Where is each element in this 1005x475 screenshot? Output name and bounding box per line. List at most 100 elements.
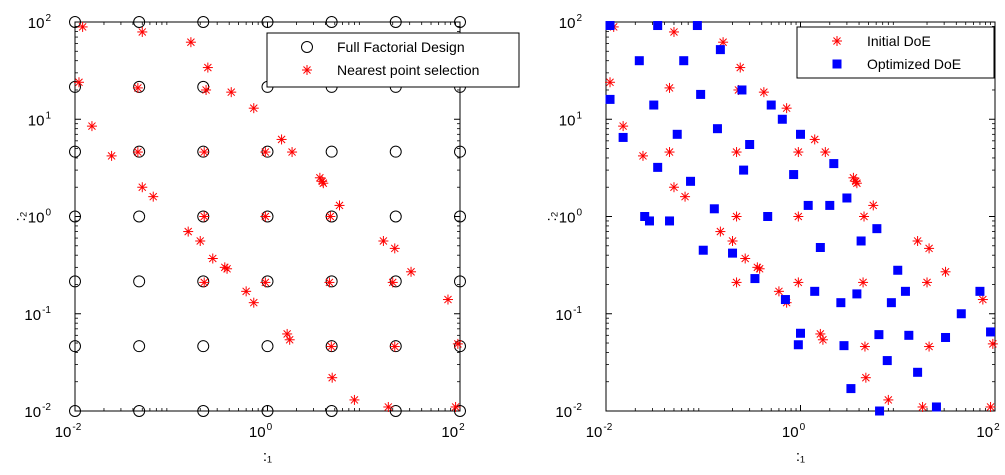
- data-point: [202, 62, 213, 73]
- data-point: [803, 200, 813, 210]
- x-tick-label: 100: [782, 422, 806, 441]
- data-point: [975, 286, 985, 296]
- data-point: [199, 211, 210, 222]
- data-point: [199, 147, 210, 158]
- data-point: [349, 394, 360, 405]
- data-point: [860, 372, 871, 383]
- data-point: [148, 191, 159, 202]
- data-point: [763, 212, 773, 221]
- data-point: [793, 211, 804, 222]
- data-point: [712, 124, 722, 134]
- y-tick-label: 10-1: [555, 305, 582, 324]
- data-point: [900, 286, 910, 296]
- data-point: [904, 330, 914, 340]
- data-point: [793, 147, 804, 158]
- data-point: [132, 147, 143, 158]
- legend-marker: [302, 65, 312, 75]
- data-point: [912, 235, 923, 246]
- data-point: [261, 275, 274, 288]
- data-point: [326, 341, 337, 352]
- y-tick-label: 101: [559, 110, 583, 129]
- data-point: [758, 87, 769, 98]
- data-point: [668, 182, 679, 193]
- data-point: [874, 330, 884, 340]
- data-point: [284, 334, 295, 345]
- data-point: [640, 212, 650, 221]
- data-point: [913, 367, 923, 377]
- data-point: [201, 84, 212, 95]
- data-point: [389, 275, 402, 288]
- data-point: [389, 145, 402, 158]
- data-point: [922, 277, 933, 288]
- y-tick-label: 10-2: [24, 402, 51, 421]
- data-point: [836, 298, 846, 308]
- x-tick-label: 100: [249, 422, 273, 441]
- data-point: [327, 372, 338, 383]
- minor-ticks: [75, 22, 460, 411]
- y-tick-label: 101: [28, 110, 52, 129]
- data-point: [276, 134, 287, 145]
- data-point: [454, 16, 466, 28]
- legend-label: Full Factorial Design: [337, 39, 465, 55]
- data-point: [133, 80, 146, 93]
- data-point: [69, 275, 81, 288]
- data-point: [452, 338, 463, 349]
- data-point: [226, 87, 237, 98]
- data-point: [728, 248, 738, 258]
- data-point: [680, 191, 691, 202]
- data-point: [69, 16, 81, 28]
- data-point: [248, 297, 259, 308]
- data-point: [781, 103, 792, 114]
- data-point: [133, 210, 146, 223]
- legend-marker: [832, 59, 842, 69]
- data-point: [454, 275, 466, 288]
- data-point: [69, 405, 81, 417]
- data-point: [241, 286, 252, 297]
- data-point: [653, 162, 663, 172]
- data-point: [199, 277, 210, 288]
- data-point: [852, 289, 862, 299]
- data-point: [664, 82, 675, 93]
- legend-label: Nearest point selection: [337, 62, 479, 78]
- series-2: [73, 21, 463, 412]
- data-point: [450, 401, 461, 412]
- data-point: [977, 294, 988, 305]
- data-point: [133, 16, 146, 28]
- data-point: [731, 147, 742, 158]
- chart-panel-2: 10-2 100 102 10-2 10-1 100 101 102:₁:₂ Initial D…: [543, 13, 1000, 465]
- legend: Initial DoE Optimized DoE: [796, 26, 995, 79]
- data-point: [842, 193, 852, 203]
- data-point: [649, 100, 659, 110]
- x-tick-label: 102: [441, 422, 465, 441]
- data-point: [197, 340, 210, 353]
- data-point: [796, 328, 805, 338]
- data-point: [882, 356, 892, 366]
- data-point: [248, 103, 259, 114]
- data-point: [917, 401, 928, 412]
- data-point: [773, 286, 784, 297]
- data-point: [789, 170, 799, 180]
- data-point: [735, 62, 746, 73]
- series-2: [605, 21, 996, 416]
- data-point: [692, 21, 702, 31]
- data-point: [644, 216, 654, 226]
- data-point: [442, 294, 453, 305]
- data-point: [698, 245, 708, 255]
- data-point: [796, 129, 805, 139]
- data-point: [260, 277, 271, 288]
- data-point: [780, 295, 790, 305]
- data-point: [986, 327, 996, 337]
- data-point: [387, 277, 398, 288]
- data-point: [389, 16, 402, 28]
- data-point: [754, 263, 765, 274]
- data-point: [737, 85, 747, 95]
- data-point: [634, 56, 644, 66]
- data-point: [679, 56, 689, 66]
- data-point: [454, 210, 466, 223]
- data-point: [454, 405, 466, 417]
- data-point: [859, 211, 870, 222]
- data-point: [858, 277, 869, 288]
- x-tick-label: 10-2: [55, 422, 82, 441]
- data-point: [389, 341, 400, 352]
- data-point: [261, 340, 274, 353]
